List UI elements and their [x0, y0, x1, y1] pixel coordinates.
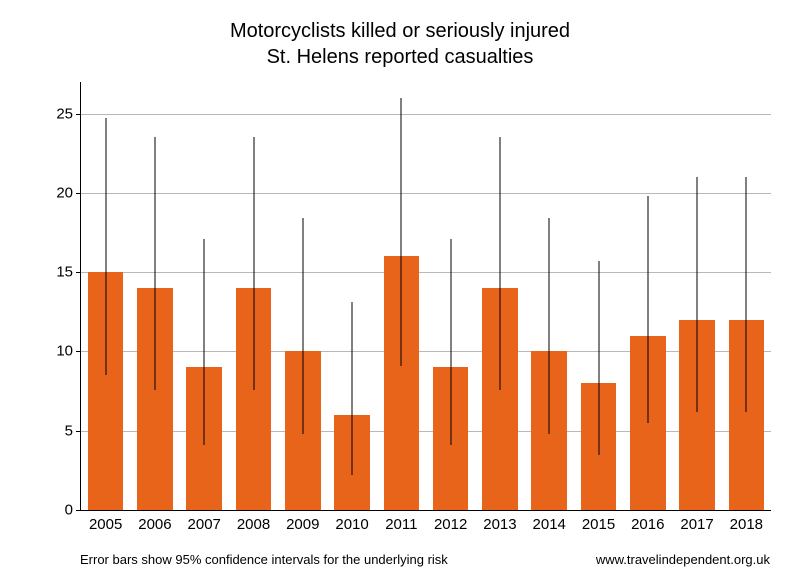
gridline — [81, 351, 771, 352]
y-tick-label: 25 — [56, 105, 81, 122]
error-bar — [302, 218, 303, 434]
error-bar — [697, 177, 698, 412]
error-bar — [450, 239, 451, 445]
x-tick-label: 2008 — [237, 510, 270, 533]
error-bar — [253, 137, 254, 389]
x-tick-label: 2018 — [730, 510, 763, 533]
gridline — [81, 272, 771, 273]
gridline — [81, 193, 771, 194]
chart-container: Motorcyclists killed or seriously injure… — [0, 0, 800, 580]
error-bar — [499, 137, 500, 389]
y-tick-label: 10 — [56, 343, 81, 360]
x-tick-label: 2016 — [631, 510, 664, 533]
error-bar — [598, 261, 599, 454]
x-tick-label: 2013 — [483, 510, 516, 533]
error-bar — [105, 118, 106, 375]
error-bar — [204, 239, 205, 445]
error-bar — [154, 137, 155, 389]
x-tick-label: 2009 — [286, 510, 319, 533]
y-tick-label: 0 — [65, 502, 81, 519]
x-tick-label: 2015 — [582, 510, 615, 533]
x-tick-label: 2006 — [138, 510, 171, 533]
y-tick-label: 5 — [65, 422, 81, 439]
gridline — [81, 114, 771, 115]
x-tick-label: 2007 — [188, 510, 221, 533]
x-tick-label: 2012 — [434, 510, 467, 533]
x-tick-label: 2014 — [533, 510, 566, 533]
chart-title-line1: Motorcyclists killed or seriously injure… — [0, 18, 800, 44]
error-bar — [401, 98, 402, 366]
error-bar — [549, 218, 550, 434]
chart-title: Motorcyclists killed or seriously injure… — [0, 18, 800, 70]
error-bar — [352, 302, 353, 475]
x-tick-label: 2011 — [385, 510, 417, 533]
plot-area: 0510152025200520062007200820092010201120… — [80, 82, 771, 511]
error-bar — [746, 177, 747, 412]
footer-note-right: www.travelindependent.org.uk — [596, 552, 770, 567]
error-bar — [647, 196, 648, 423]
x-tick-label: 2010 — [335, 510, 368, 533]
chart-title-line2: St. Helens reported casualties — [0, 44, 800, 70]
footer-note-left: Error bars show 95% confidence intervals… — [80, 552, 448, 567]
y-tick-label: 15 — [56, 264, 81, 281]
gridline — [81, 431, 771, 432]
y-tick-label: 20 — [56, 184, 81, 201]
x-tick-label: 2017 — [680, 510, 713, 533]
x-tick-label: 2005 — [89, 510, 122, 533]
